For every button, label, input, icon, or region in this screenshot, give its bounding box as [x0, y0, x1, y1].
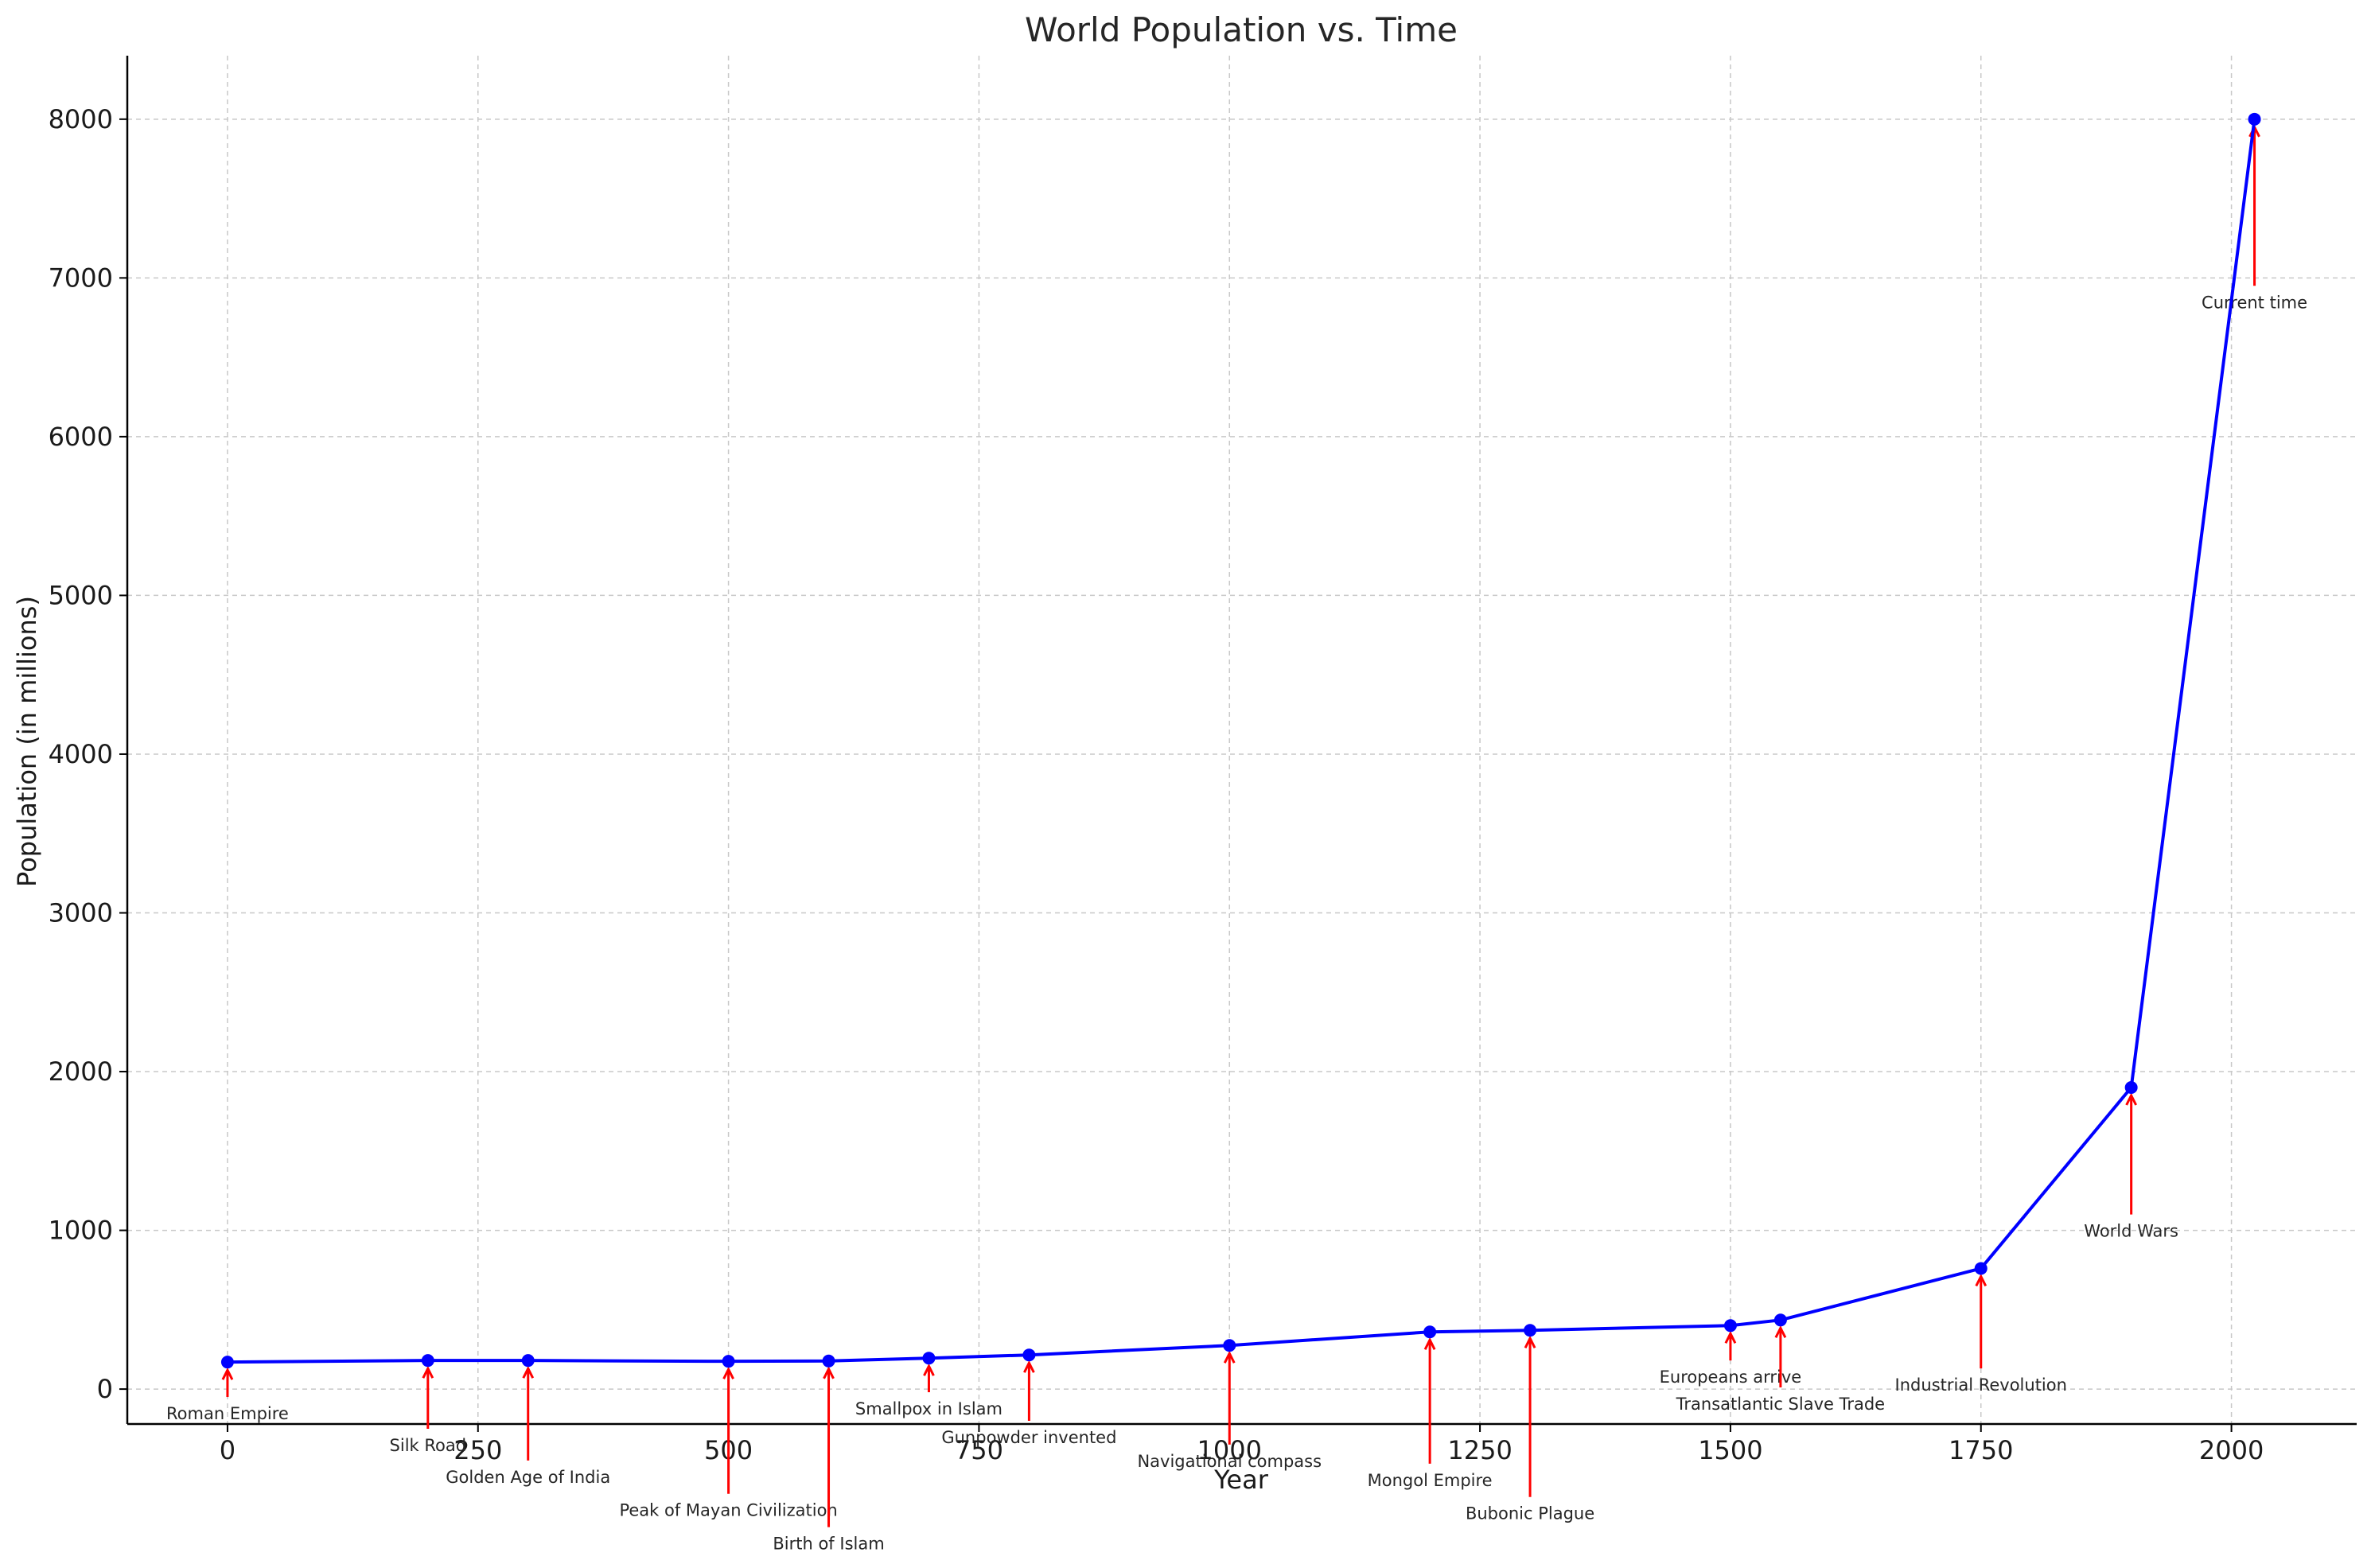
annotation-arrowhead	[2125, 1092, 2137, 1106]
y-tick-label: 0	[97, 1374, 113, 1404]
population-point	[1423, 1325, 1437, 1339]
annotation-label: World Wars	[2084, 1222, 2178, 1241]
y-tick-label: 6000	[49, 422, 113, 452]
population-point	[1223, 1339, 1236, 1352]
population-point	[1022, 1348, 1036, 1362]
annotation-arrowhead	[823, 1366, 835, 1379]
population-point	[421, 1354, 434, 1368]
population-point	[722, 1355, 735, 1368]
annotation-arrowhead	[1023, 1360, 1035, 1373]
y-tick-label: 4000	[49, 739, 113, 769]
x-tick-label: 250	[454, 1435, 502, 1465]
y-tick-label: 8000	[49, 104, 113, 134]
y-axis-label: Population (in millions)	[12, 596, 42, 887]
annotation-label: Mongol Empire	[1368, 1471, 1493, 1490]
y-tick-label: 7000	[49, 263, 113, 293]
population-point	[1974, 1262, 1988, 1275]
population-point	[1524, 1324, 1537, 1337]
annotation-arrowhead	[722, 1366, 734, 1379]
y-axis-ticks: 0 1000 2000 3000 4000 5000 6000 7000 8000	[49, 104, 127, 1404]
population-point	[1723, 1319, 1737, 1333]
y-tick-label: 3000	[49, 897, 113, 928]
chart-title: World Population vs. Time	[1025, 10, 1458, 49]
population-point	[2248, 112, 2261, 126]
x-axis-label: Year	[1213, 1465, 1269, 1495]
grid-lines	[127, 56, 2357, 1424]
annotation-arrowhead	[1774, 1325, 1787, 1338]
annotation-arrowhead	[422, 1365, 434, 1379]
x-tick-label: 0	[220, 1435, 236, 1465]
x-tick-label: 2000	[2199, 1435, 2264, 1465]
annotation-label: Roman Empire	[166, 1404, 289, 1423]
annotation-label: Current time	[2202, 293, 2307, 312]
annotation-arrowhead	[923, 1363, 935, 1376]
x-tick-label: 1250	[1447, 1435, 1512, 1465]
y-tick-label: 2000	[49, 1056, 113, 1087]
population-point	[1773, 1313, 1787, 1327]
annotation-arrowhead	[1975, 1274, 1988, 1287]
y-tick-label: 5000	[49, 580, 113, 610]
annotation-label: Transatlantic Slave Trade	[1676, 1395, 1885, 1414]
annotation-label: Golden Age of India	[446, 1468, 610, 1487]
annotation-label: Bubonic Plague	[1466, 1504, 1594, 1523]
data-series	[220, 112, 2261, 1369]
annotation-label: Birth of Islam	[773, 1535, 884, 1554]
population-point	[822, 1354, 835, 1368]
axes-spines	[126, 56, 2357, 1426]
population-point	[2124, 1080, 2138, 1094]
annotation-arrowhead	[221, 1367, 234, 1380]
annotation-label: Industrial Revolution	[1895, 1375, 2067, 1395]
population-point	[220, 1356, 234, 1369]
annotation-arrowhead	[1524, 1335, 1536, 1348]
x-tick-label: 1750	[1949, 1435, 2013, 1465]
annotation-label: Europeans arrive	[1660, 1368, 1802, 1387]
annotation-arrowhead	[1724, 1330, 1737, 1344]
annotation-arrowhead	[1423, 1336, 1436, 1350]
x-tick-label: 1500	[1698, 1435, 1762, 1465]
annotation-arrowhead	[1223, 1350, 1236, 1364]
population-point	[521, 1354, 535, 1368]
annotations: Roman Empire Silk Road Golden Age of India…	[166, 124, 2307, 1554]
population-line	[227, 119, 2256, 1364]
annotation-label: Silk Road	[390, 1436, 467, 1455]
population-point	[922, 1352, 936, 1365]
annotation-label: Smallpox in Islam	[855, 1399, 1003, 1418]
annotation-arrowhead	[522, 1365, 535, 1379]
annotation-label: Navigational compass	[1137, 1452, 1322, 1471]
x-tick-label: 750	[955, 1435, 1003, 1465]
annotation-label: Gunpowder invented	[941, 1428, 1116, 1447]
y-tick-label: 1000	[49, 1216, 113, 1246]
annotation-label: Peak of Mayan Civilization	[619, 1501, 837, 1520]
